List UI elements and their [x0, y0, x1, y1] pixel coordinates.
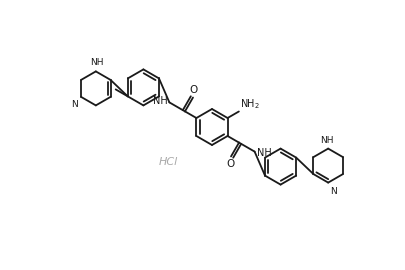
Text: NH: NH [256, 148, 271, 158]
Text: NH: NH [90, 58, 103, 68]
Text: N: N [71, 100, 78, 109]
Text: O: O [225, 160, 234, 170]
Text: NH$_2$: NH$_2$ [239, 97, 259, 110]
Text: NH: NH [152, 96, 167, 106]
Text: NH: NH [320, 136, 333, 145]
Text: O: O [190, 85, 198, 94]
Text: N: N [329, 187, 336, 195]
Text: HCl: HCl [158, 157, 177, 167]
